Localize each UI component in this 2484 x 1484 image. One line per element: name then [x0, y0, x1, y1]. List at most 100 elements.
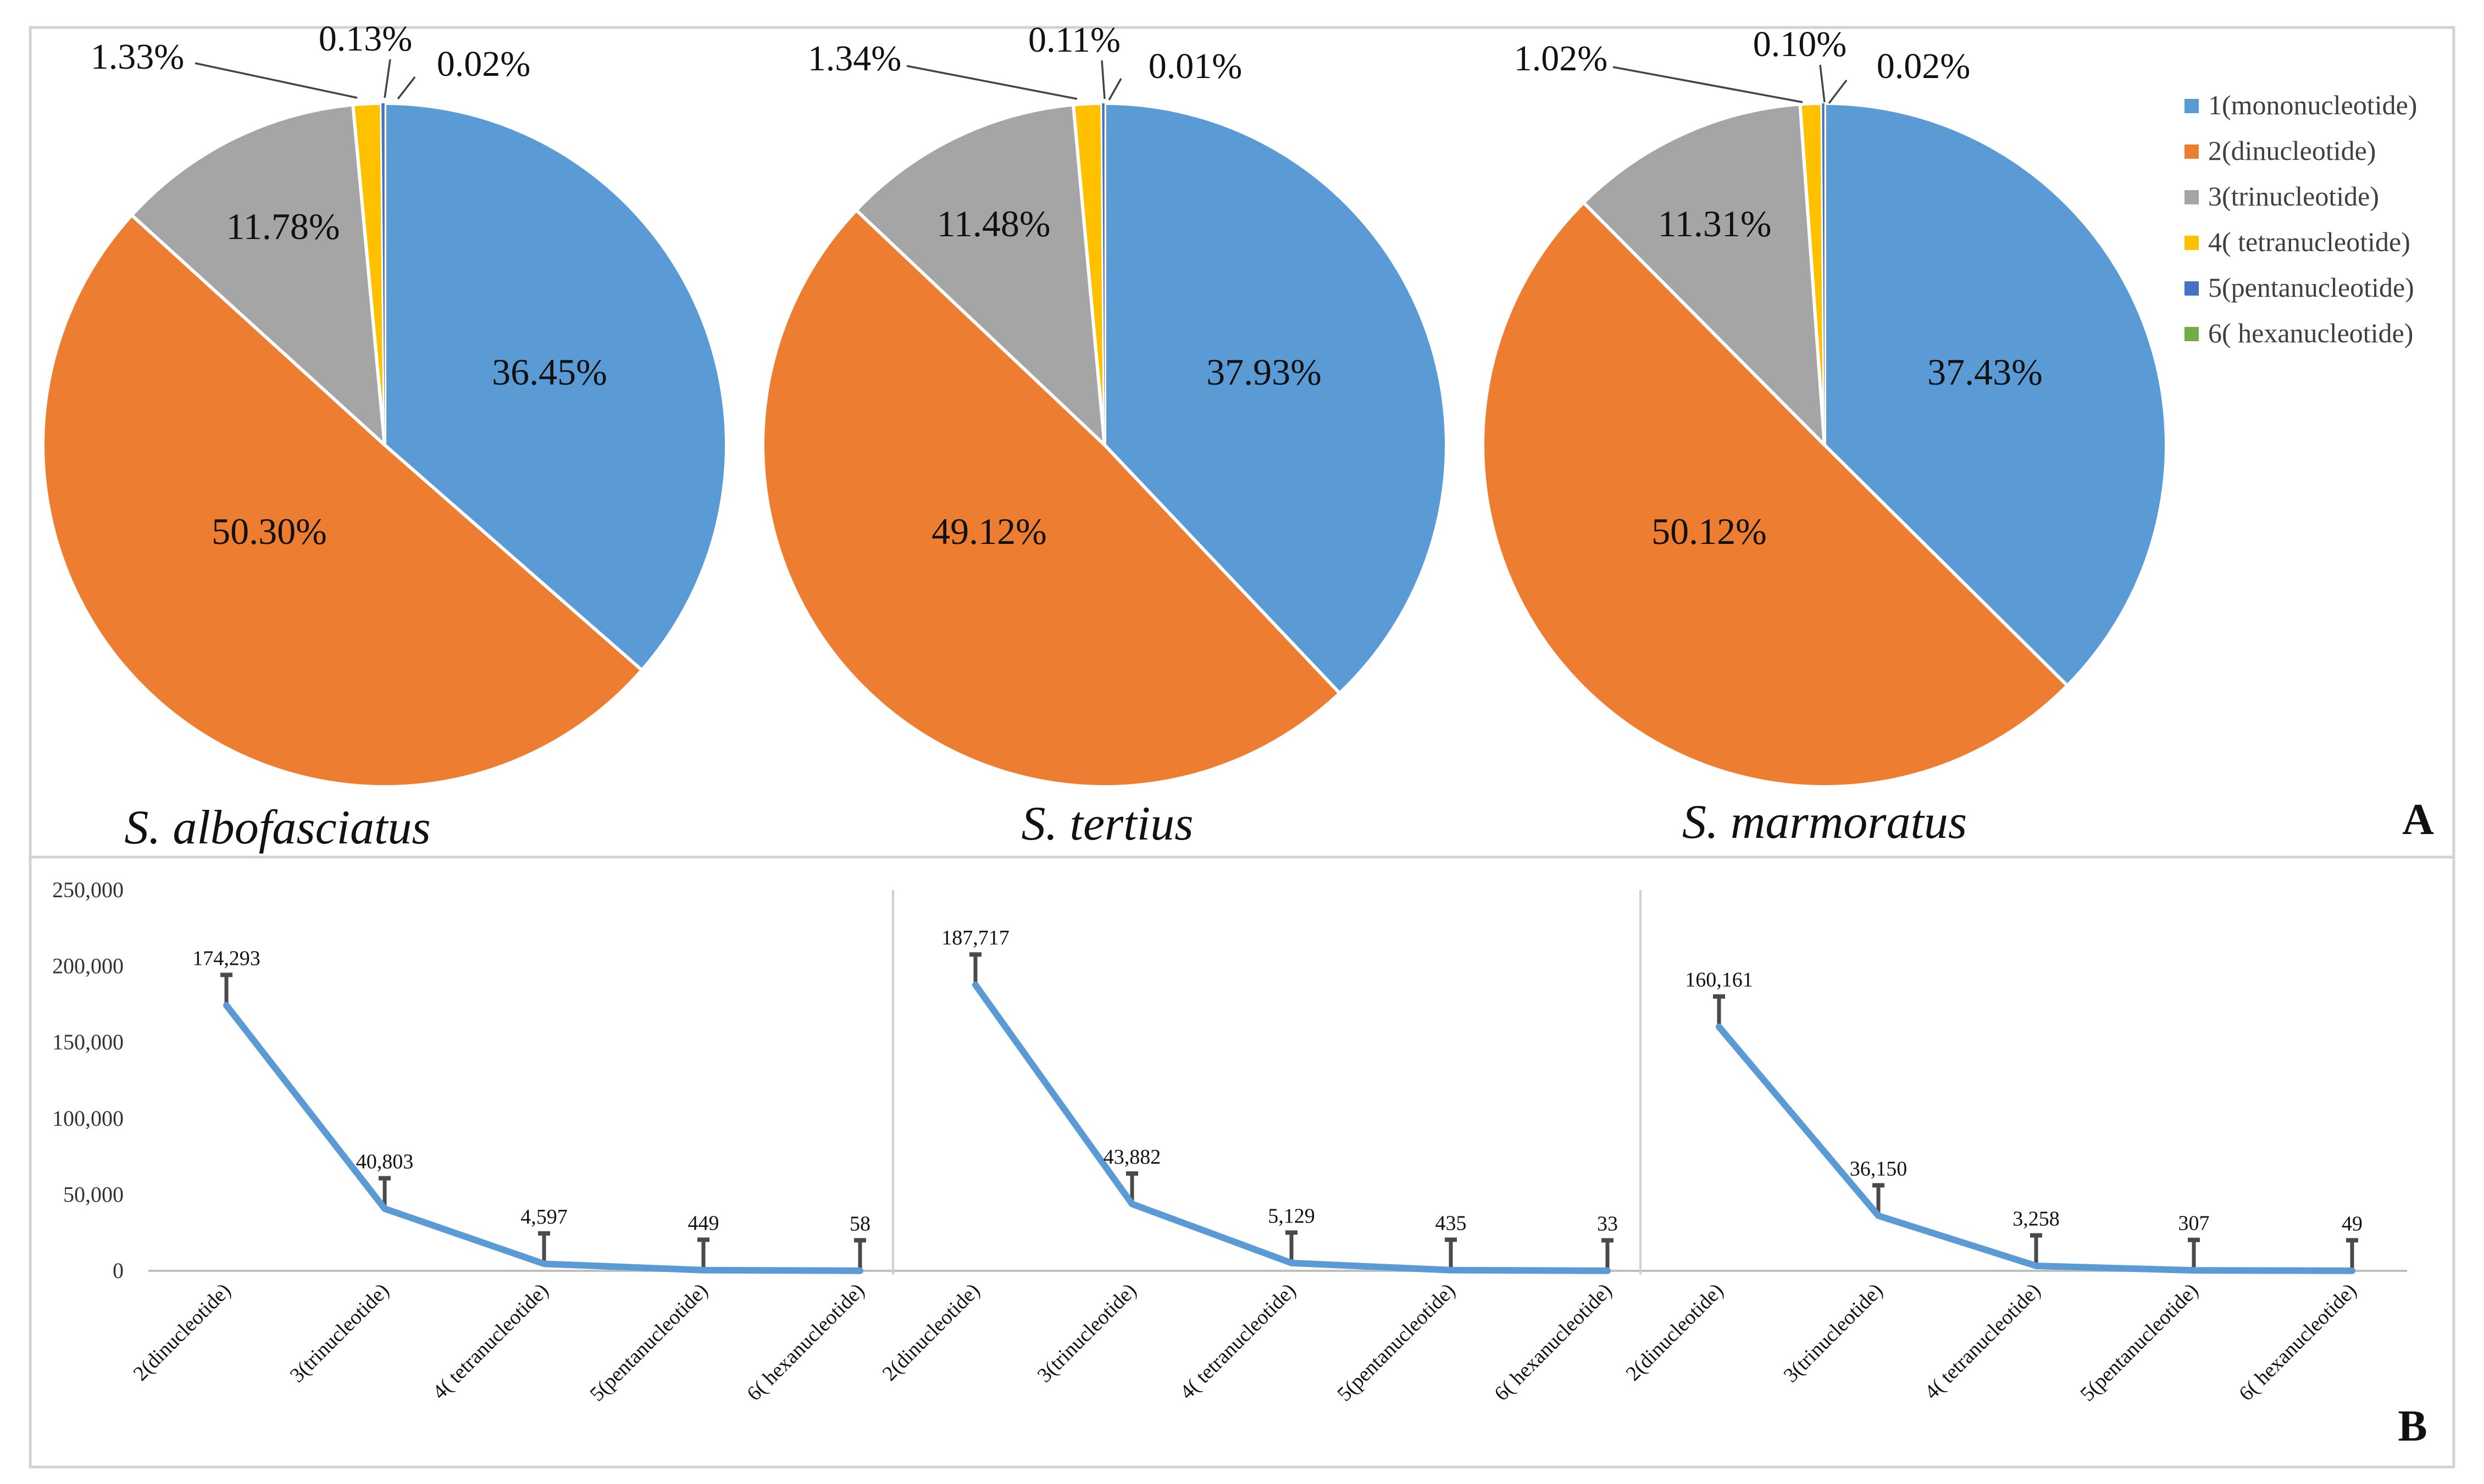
pie-slice-3-trinucleotide	[855, 103, 1106, 447]
pie-chart-albofasciatus: 36.45% 50.30% 11.78% 1.33% 0.13% 0.02%	[41, 19, 728, 789]
pie-chart-tertius: 37.93% 49.12% 11.48% 1.34% 0.11% 0.01%	[761, 20, 1448, 788]
pie-value-label: 0.10%	[1753, 24, 1847, 64]
legend-item-2-dinucleotide: 2(dinucleotide)	[2208, 135, 2376, 166]
pie-value-label: 0.02%	[1877, 46, 1970, 86]
leader-line	[397, 76, 416, 100]
pie-slice-5-pentanucleotide	[381, 103, 385, 445]
leader-line	[195, 62, 358, 99]
pie-value-label: 36.45%	[492, 351, 607, 393]
pie-slice-4-tetranucleotide	[1798, 102, 1826, 447]
data-point	[383, 1207, 386, 1210]
pie-value-label: 49.12%	[932, 510, 1047, 552]
pie-chart-marmoratus: 37.43% 50.12% 11.31% 1.02% 0.10% 0.02%	[1481, 24, 2168, 788]
legend-item-5-pentanucleotide: 5(pentanucleotide)	[2208, 272, 2414, 303]
data-label: 187,717	[941, 926, 1010, 949]
data-label: 58	[850, 1212, 870, 1235]
data-point	[1717, 1025, 1721, 1029]
data-label: 40,803	[356, 1150, 414, 1173]
pie-slice-4-tetranucleotide	[1072, 102, 1106, 447]
legend-swatch	[2184, 190, 2199, 204]
pie-value-label: 37.93%	[1206, 351, 1322, 393]
legend-item-1-mononucleotide: 1(mononucleotide)	[2208, 90, 2417, 120]
pie-value-label: 37.43%	[1927, 351, 2043, 393]
pie-slice-1-mononucleotide	[383, 102, 728, 672]
species-title-tertius: S. tertius	[1022, 797, 1194, 851]
pie-slice-3-trinucleotide	[130, 103, 386, 447]
data-point	[1449, 1268, 1452, 1272]
data-point	[1290, 1261, 1293, 1265]
data-label: 160,161	[1685, 969, 1753, 992]
data-point	[1130, 1202, 1134, 1206]
pie-slice-2-dinucleotide	[1481, 201, 2069, 788]
leader-line	[1819, 64, 1826, 103]
species-title-albofasciatus: S. albofasciatus	[124, 801, 430, 854]
pie-value-label: 0.01%	[1149, 46, 1242, 86]
legend-item-3-trinucleotide: 3(trinucleotide)	[2208, 181, 2379, 212]
data-label: 33	[1597, 1212, 1618, 1235]
legend-swatch	[2184, 236, 2199, 250]
data-label: 3,258	[2012, 1208, 2060, 1231]
pie-value-label: 1.34%	[808, 38, 901, 79]
pie-slice-6-hexanucleotide	[1824, 103, 1825, 445]
leader-line	[1828, 79, 1848, 104]
pie-slice-5-pentanucleotide	[1102, 103, 1105, 445]
species-title-marmoratus: S. marmoratus	[1682, 796, 1967, 849]
legend-swatch	[2184, 144, 2199, 159]
pie-value-label: 50.12%	[1651, 510, 1767, 552]
leader-line	[384, 59, 391, 98]
data-label: 4,597	[520, 1205, 568, 1229]
pie-slice-1-mononucleotide	[1103, 102, 1448, 695]
pie-value-label: 0.13%	[319, 19, 412, 59]
pie-value-label: 50.30%	[212, 510, 327, 552]
data-point	[974, 983, 977, 987]
y-tick-label: 50,000	[63, 1182, 124, 1207]
data-label: 36,150	[1850, 1157, 1908, 1180]
pie-charts: 36.45% 50.30% 11.78% 1.33% 0.13% 0.02% 37.93%…	[41, 19, 2168, 789]
legend-swatch	[2184, 281, 2199, 296]
pie-slice-5-pentanucleotide	[1822, 103, 1825, 445]
pie-value-label: 11.48%	[936, 203, 1050, 244]
data-label: 449	[688, 1211, 719, 1235]
data-label: 5,129	[1268, 1204, 1315, 1227]
pie-value-label: 11.78%	[226, 205, 340, 247]
pie-slice-2-dinucleotide	[41, 213, 644, 789]
data-label: 49	[2342, 1212, 2363, 1235]
data-point	[858, 1269, 862, 1272]
pie-slice-2-dinucleotide	[761, 208, 1341, 788]
leader-line	[1612, 66, 1803, 103]
y-tick-label: 0	[113, 1258, 124, 1283]
data-label: 435	[1435, 1211, 1467, 1235]
legend-item-6-hexanucleotide: 6( hexanucleotide)	[2208, 318, 2413, 348]
leader-line	[906, 65, 1078, 100]
data-label: 307	[2178, 1212, 2210, 1235]
data-point	[2350, 1269, 2354, 1272]
panel-label-b: B	[2398, 1402, 2427, 1450]
y-tick-label: 250,000	[52, 877, 124, 902]
y-axis: 0 50,000 100,000 150,000 200,000 250,000	[52, 877, 124, 1283]
pie-value-label: 0.02%	[437, 44, 530, 84]
legend-swatch	[2184, 99, 2199, 113]
data-point	[1877, 1214, 1880, 1218]
pie-slice-3-trinucleotide	[1582, 102, 1826, 447]
leader-line	[1108, 78, 1122, 101]
pie-slice-1-mononucleotide	[1823, 102, 2168, 687]
pie-slice-4-tetranucleotide	[351, 102, 386, 447]
data-point	[542, 1262, 546, 1266]
legend-swatch	[2184, 327, 2199, 341]
data-point	[1606, 1269, 1609, 1272]
data-label: 43,882	[1104, 1146, 1161, 1169]
y-tick-label: 100,000	[52, 1106, 124, 1131]
pie-value-label: 1.02%	[1514, 38, 1607, 79]
panel-label-a: A	[2402, 796, 2434, 844]
pie-slice-6-hexanucleotide	[384, 103, 385, 445]
y-tick-label: 200,000	[52, 954, 124, 979]
pie-value-label: 11.31%	[1657, 203, 1771, 244]
legend: 1(mononucleotide) 2(dinucleotide) 3(trinuc…	[2184, 90, 2417, 348]
panel-b-frame	[29, 855, 2455, 1469]
pie-value-label: 0.11%	[1028, 20, 1121, 60]
data-point	[2034, 1264, 2038, 1268]
data-point	[225, 1003, 228, 1007]
data-point	[2192, 1269, 2195, 1272]
leader-line	[1101, 60, 1106, 99]
